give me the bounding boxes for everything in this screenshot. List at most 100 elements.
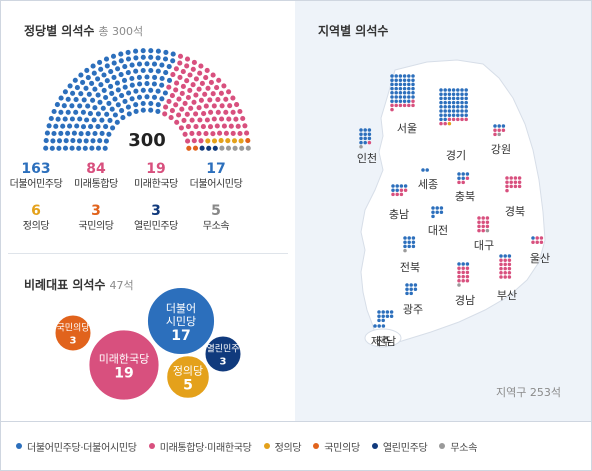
region-seat-dot: [499, 266, 503, 271]
region-seat-dot: [457, 270, 461, 275]
region-seat-dot: [443, 92, 447, 96]
seat-dot: [203, 75, 209, 81]
bubble-name: 국민의당: [56, 323, 89, 334]
seat-dot: [184, 56, 191, 62]
legend-dot-icon: [439, 443, 446, 449]
region-label: 울산: [530, 252, 550, 265]
seat-dot: [95, 92, 101, 98]
seat-dot: [228, 123, 234, 129]
region-seat-dot: [464, 88, 468, 92]
region-seat-dot: [509, 184, 513, 189]
region-seat-dot: [431, 206, 435, 210]
region-seat-dot: [367, 136, 372, 141]
region-seat-dot: [457, 266, 461, 270]
seat-dot: [245, 138, 251, 144]
seat-dot: [244, 130, 250, 136]
seat-dot: [78, 72, 84, 78]
region-label: 충남: [389, 208, 409, 221]
region-광주: 광주: [403, 283, 423, 316]
region-seat-dot: [391, 184, 395, 188]
seat-dot: [80, 109, 86, 115]
seat-dot: [166, 77, 173, 83]
seat-dot: [184, 111, 190, 117]
party-label-justice: 6 정의당: [0, 202, 72, 234]
seat-dot: [159, 96, 165, 102]
region-인천: 인천: [357, 128, 377, 165]
seat-dot: [206, 145, 212, 151]
legend-label: 정의당: [274, 442, 302, 454]
seat-dot: [136, 61, 143, 67]
region-seat-dot: [390, 91, 394, 95]
region-seat-dot: [456, 105, 460, 109]
region-seat-dot: [451, 92, 456, 96]
region-seat-dot: [443, 100, 447, 105]
legend-dot-icon: [148, 443, 155, 449]
seat-dot: [186, 145, 192, 151]
seat-dot: [118, 58, 124, 64]
seat-dot: [162, 111, 168, 117]
region-seat-dot: [385, 314, 390, 318]
party-label-independent: 5 무소속: [180, 202, 252, 234]
legend-dot-icon: [371, 443, 378, 449]
seat-dot: [185, 124, 191, 130]
seat-dot: [144, 74, 150, 80]
region-seat-dot: [451, 109, 456, 113]
region-seat-dot: [390, 74, 394, 78]
region-label: 대구: [474, 239, 494, 252]
seat-dot: [170, 72, 176, 78]
seat-dot: [155, 102, 161, 108]
seat-dot: [151, 94, 158, 100]
region-seat-dot: [407, 95, 411, 99]
seat-dot: [192, 145, 199, 151]
bubble-name: 미래한국당: [99, 352, 150, 365]
bubble-value: 3: [220, 357, 227, 368]
region-seat-dot: [411, 244, 416, 249]
seat-dot: [197, 70, 203, 76]
seat-dot: [77, 103, 83, 109]
seat-dot: [179, 106, 185, 112]
seat-dot: [177, 60, 183, 66]
seat-dot: [239, 145, 245, 151]
seat-dot: [193, 124, 199, 130]
legend-item-justice: 정의당: [263, 439, 302, 454]
seat-dot: [74, 85, 80, 91]
region-seat-dot: [477, 228, 481, 233]
region-seat-dot: [398, 103, 403, 108]
region-label: 광주: [403, 303, 423, 316]
seat-dot: [62, 116, 68, 122]
seat-dot: [202, 91, 208, 97]
seat-dot: [44, 130, 50, 136]
seat-dot: [104, 111, 110, 117]
region-seat-dot: [461, 172, 465, 176]
seat-dot: [133, 68, 139, 74]
seat-dot: [191, 59, 197, 65]
region-seat-dot: [451, 96, 456, 101]
region-seat-dot: [398, 91, 403, 95]
region-seat-dot: [493, 128, 497, 132]
region-seat-dot: [461, 279, 465, 283]
region-label: 경북: [505, 205, 525, 218]
bubble-circle: [203, 334, 243, 374]
region-세종: 세종: [418, 168, 438, 191]
region-seat-dot: [493, 124, 497, 128]
region-seat-dot: [409, 287, 413, 291]
seat-dot: [193, 111, 199, 117]
seat-dot: [109, 90, 115, 96]
seat-dot: [159, 82, 165, 88]
seat-dot: [65, 130, 71, 136]
seat-dot: [237, 108, 243, 115]
region-seat-dot: [517, 184, 522, 189]
region-seat-dot: [503, 262, 507, 267]
seat-dot: [80, 79, 86, 85]
region-seat-dot: [461, 266, 465, 270]
region-seat-dot: [381, 314, 385, 318]
region-seat-dot: [503, 266, 507, 271]
region-seat-dot: [394, 74, 398, 78]
region-seat-dot: [359, 136, 363, 141]
seat-dot: [100, 105, 106, 111]
seat-dot: [111, 60, 117, 66]
region-seat-dot: [503, 275, 507, 279]
region-seat-dot: [460, 88, 464, 92]
seat-dot: [73, 97, 79, 103]
seat-dot: [70, 90, 76, 96]
